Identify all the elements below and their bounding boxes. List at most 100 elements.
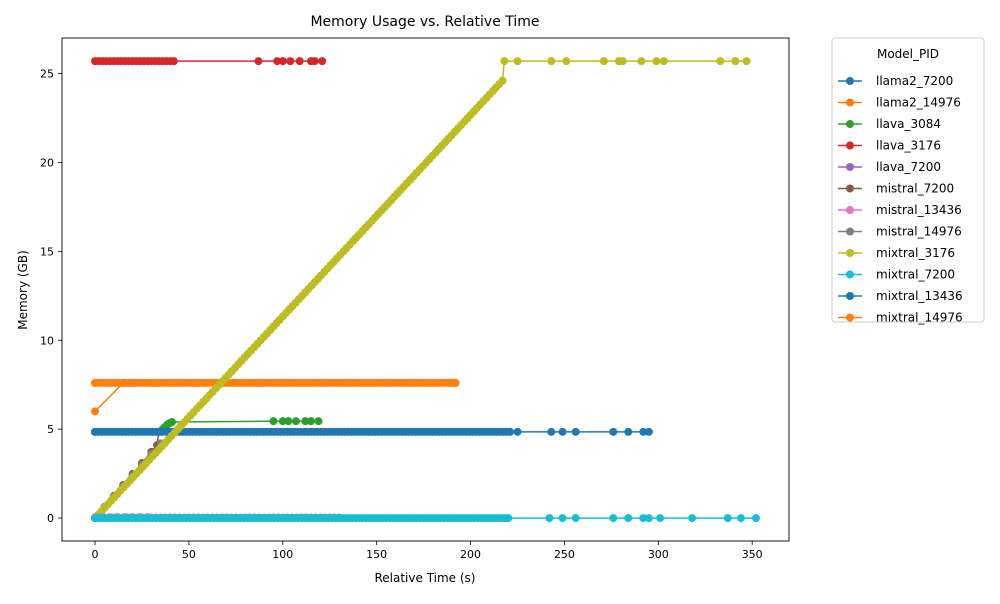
data-point-llava_3084: [168, 418, 177, 427]
x-tick-label: 250: [554, 548, 575, 561]
legend-label: llama2_7200: [876, 74, 953, 88]
data-point-mixtral_7200: [656, 514, 665, 523]
data-point-mixtral_13436: [624, 427, 633, 436]
data-point-mixtral_14976: [451, 378, 460, 387]
data-point-mixtral_13436: [547, 427, 556, 436]
legend-label: llama2_14976: [876, 96, 961, 110]
y-tick-label: 10: [40, 334, 54, 347]
data-point-llava_3176: [295, 57, 304, 66]
data-point-mixtral_13436: [571, 427, 580, 436]
legend: Model_PID llama2_7200 llama2_14976 llava_3…: [831, 37, 985, 325]
data-point-llava_3084: [284, 417, 293, 426]
data-point-mixtral_3176: [637, 57, 646, 66]
x-tick-label: 350: [742, 548, 763, 561]
legend-swatch-marker: [846, 292, 854, 300]
legend-label: mistral_14976: [876, 225, 962, 239]
data-point-mixtral_7200: [558, 514, 567, 523]
y-axis: 0 5 10 15 20 25: [40, 68, 62, 525]
x-tick-label: 50: [182, 548, 196, 561]
legend-swatch-marker: [846, 163, 854, 171]
data-point-mixtral_3176: [659, 57, 668, 66]
series-line-mixtral_14976: [94, 382, 456, 412]
data-point-mixtral_13436: [639, 427, 648, 436]
data-point-llava_3176: [310, 57, 319, 66]
legend-swatch-marker: [846, 313, 854, 322]
legend-swatch-marker: [846, 98, 854, 107]
data-point-mixtral_3176: [618, 57, 627, 66]
data-point-llava_3176: [286, 57, 295, 66]
legend-label: mixtral_14976: [876, 311, 963, 325]
data-point-llava_3176: [169, 57, 178, 66]
y-tick-label: 25: [40, 68, 54, 81]
x-tick-label: 0: [92, 548, 99, 561]
data-point-mixtral_7200: [751, 514, 760, 523]
data-point-mixtral_3176: [513, 57, 522, 66]
legend-label: llava_3084: [876, 117, 941, 131]
legend-label: mixtral_3176: [876, 246, 955, 260]
data-point-llava_3084: [301, 417, 310, 426]
data-point-llava_3176: [318, 57, 327, 66]
legend-frame: [831, 37, 985, 323]
x-tick-label: 150: [366, 548, 387, 561]
legend-label: mixtral_7200: [876, 268, 955, 282]
data-point-mixtral_3176: [599, 57, 608, 66]
legend-swatch-marker: [846, 249, 854, 257]
data-point-mixtral_13436: [513, 427, 522, 436]
data-point-mixtral_7200: [609, 514, 618, 523]
x-tick-label: 300: [648, 548, 669, 561]
data-point-mixtral_13436: [558, 427, 567, 436]
plot-frame: [61, 37, 790, 542]
data-point-llava_3084: [278, 417, 287, 426]
y-tick-label: 0: [47, 512, 54, 525]
data-point-mixtral_3176: [652, 57, 661, 66]
x-tick-label: 200: [460, 548, 481, 561]
data-point-mixtral_3176: [716, 57, 725, 66]
legend-swatch-marker: [846, 270, 854, 279]
data-point-llava_3084: [314, 417, 323, 426]
data-point-mixtral_7200: [571, 514, 580, 523]
y-tick-label: 5: [47, 423, 54, 436]
legend-swatch-marker: [846, 184, 854, 193]
data-point-mixtral_7200: [624, 514, 633, 523]
x-tick-label: 100: [272, 548, 293, 561]
data-point-mixtral_7200: [639, 514, 648, 523]
data-point-mixtral_13436: [609, 427, 618, 436]
data-point-mixtral_3176: [500, 57, 509, 66]
y-tick-label: 20: [40, 156, 54, 169]
data-point-mixtral_7200: [504, 514, 513, 523]
data-point-mixtral_14976: [91, 407, 100, 416]
data-point-mixtral_7200: [723, 514, 732, 523]
data-point-mixtral_3176: [547, 57, 556, 66]
legend-swatch-marker: [846, 206, 854, 214]
y-axis-label: Memory (GB): [16, 250, 30, 330]
legend-label: llava_3176: [876, 139, 941, 153]
data-point-llava_3176: [278, 57, 287, 66]
series-line-mixtral_3176: [94, 60, 747, 519]
x-axis: 0 50 100 150 200 250 300 350: [92, 541, 763, 561]
legend-label: llava_7200: [876, 160, 941, 174]
legend-swatch-marker: [846, 77, 854, 85]
data-point-mixtral_13436: [505, 427, 514, 436]
data-point-mixtral_3176: [731, 57, 740, 66]
legend-swatch-marker: [846, 141, 854, 150]
data-point-llava_3084: [306, 417, 315, 426]
legend-label: mistral_13436: [876, 203, 962, 217]
plot-area: [91, 57, 760, 523]
data-point-mixtral_7200: [688, 514, 697, 523]
x-axis-label: Relative Time (s): [374, 571, 475, 585]
legend-title: Model_PID: [877, 47, 939, 61]
data-point-llava_3176: [273, 57, 282, 66]
legend-swatch-marker: [846, 120, 854, 128]
y-tick-label: 15: [40, 245, 54, 258]
legend-label: mistral_7200: [876, 182, 954, 196]
data-point-llava_3084: [291, 417, 300, 426]
legend-swatch-marker: [846, 227, 854, 236]
data-point-mixtral_3176: [562, 57, 571, 66]
chart-title: Memory Usage vs. Relative Time: [310, 14, 539, 30]
data-point-mixtral_13436: [644, 427, 653, 436]
data-point-mixtral_7200: [545, 514, 554, 523]
legend-label: mixtral_13436: [876, 289, 963, 303]
data-point-mixtral_3176: [742, 57, 751, 66]
